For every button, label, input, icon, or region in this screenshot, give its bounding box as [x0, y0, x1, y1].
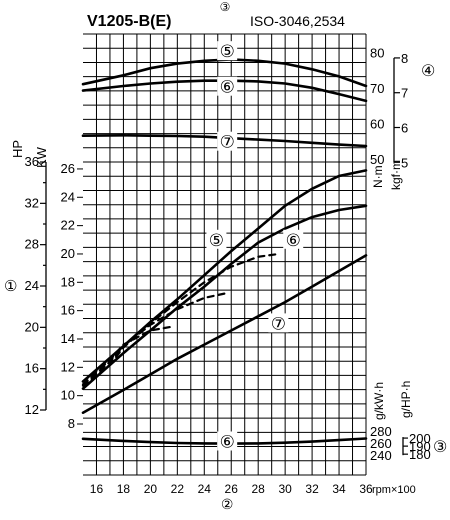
kw-tick-label: 14 — [61, 331, 75, 346]
torque-kgfm-tick-label: 7 — [401, 86, 408, 101]
curves-layer — [83, 59, 366, 443]
top-marker: ③ — [220, 0, 231, 14]
x-axis-marker: ② — [221, 496, 234, 512]
torque-nm-tick-label: 80 — [370, 45, 384, 60]
x-tick-label: 24 — [198, 482, 212, 496]
series-label: ⑥ — [220, 78, 235, 97]
fuel-ghph-axis-marker: ③ — [433, 439, 447, 456]
hp-axis-marker: ① — [4, 278, 17, 295]
kw-tick-label: 22 — [61, 218, 75, 233]
hp-axis-label: HP — [10, 140, 25, 158]
series-label: ⑥ — [220, 433, 235, 452]
kw-tick-label: 10 — [61, 388, 75, 403]
kw-tick-label: 12 — [61, 359, 75, 374]
grid-layer — [83, 34, 366, 475]
kw-tick-label: 8 — [68, 416, 75, 431]
fuel-ghph-axis-label: g/HP·h — [399, 381, 413, 418]
hp-tick-label: 28 — [25, 237, 39, 252]
torque-kgfm-tick-label: 8 — [401, 51, 408, 66]
series-curve-power-5 — [83, 255, 366, 412]
fuel-ghph-tick-label: 200 — [409, 431, 431, 446]
x-tick-label: 30 — [278, 482, 292, 496]
x-tick-label: 34 — [332, 482, 346, 496]
torque-nm-tick-label: 70 — [370, 81, 384, 96]
kw-tick-label: 20 — [61, 246, 75, 261]
series-label: ⑥ — [286, 231, 301, 250]
kw-tick-label: 18 — [61, 274, 75, 289]
chart-title: V1205-B(E) — [87, 13, 171, 30]
series-label: ⑦ — [271, 314, 286, 333]
hp-tick-label: 12 — [25, 402, 39, 417]
hp-tick-label: 36 — [25, 154, 39, 169]
kw-tick-label: 24 — [61, 189, 75, 204]
torque-nm-tick-label: 60 — [370, 116, 384, 131]
hp-tick-label: 16 — [25, 361, 39, 376]
torque-nm-tick-label: 50 — [370, 152, 384, 167]
x-tick-label: 32 — [305, 482, 319, 496]
hp-tick-label: 32 — [25, 195, 39, 210]
series-label: ⑤ — [209, 231, 224, 250]
hp-tick-label: 20 — [25, 319, 39, 334]
kw-tick-label: 16 — [61, 303, 75, 318]
x-axis-label: rpm×100 — [372, 484, 416, 496]
x-tick-label: 18 — [117, 482, 131, 496]
series-label: ⑦ — [220, 133, 235, 152]
torque-kgfm-axis-marker: ④ — [421, 63, 435, 80]
x-tick-label: 16 — [90, 482, 104, 496]
x-tick-label: 22 — [171, 482, 185, 496]
fuel-gkwh-axis-label: g/kW·h — [372, 382, 386, 420]
x-tick-label: 26 — [225, 482, 239, 496]
series-label: ⑤ — [220, 42, 235, 61]
chart-subtitle: ISO-3046,2534 — [250, 13, 345, 29]
torque-nm-axis-label: N·m — [371, 165, 385, 188]
x-tick-label: 36 — [359, 482, 373, 496]
hp-tick-label: 24 — [25, 278, 39, 293]
x-tick-label: 28 — [252, 482, 266, 496]
fuel-gkwh-tick-label: 280 — [370, 424, 392, 439]
torque-kgfm-tick-label: 6 — [401, 121, 408, 136]
torque-kgfm-axis-label: kgf·m — [389, 160, 403, 190]
x-tick-label: 20 — [144, 482, 158, 496]
kw-tick-label: 26 — [61, 161, 75, 176]
